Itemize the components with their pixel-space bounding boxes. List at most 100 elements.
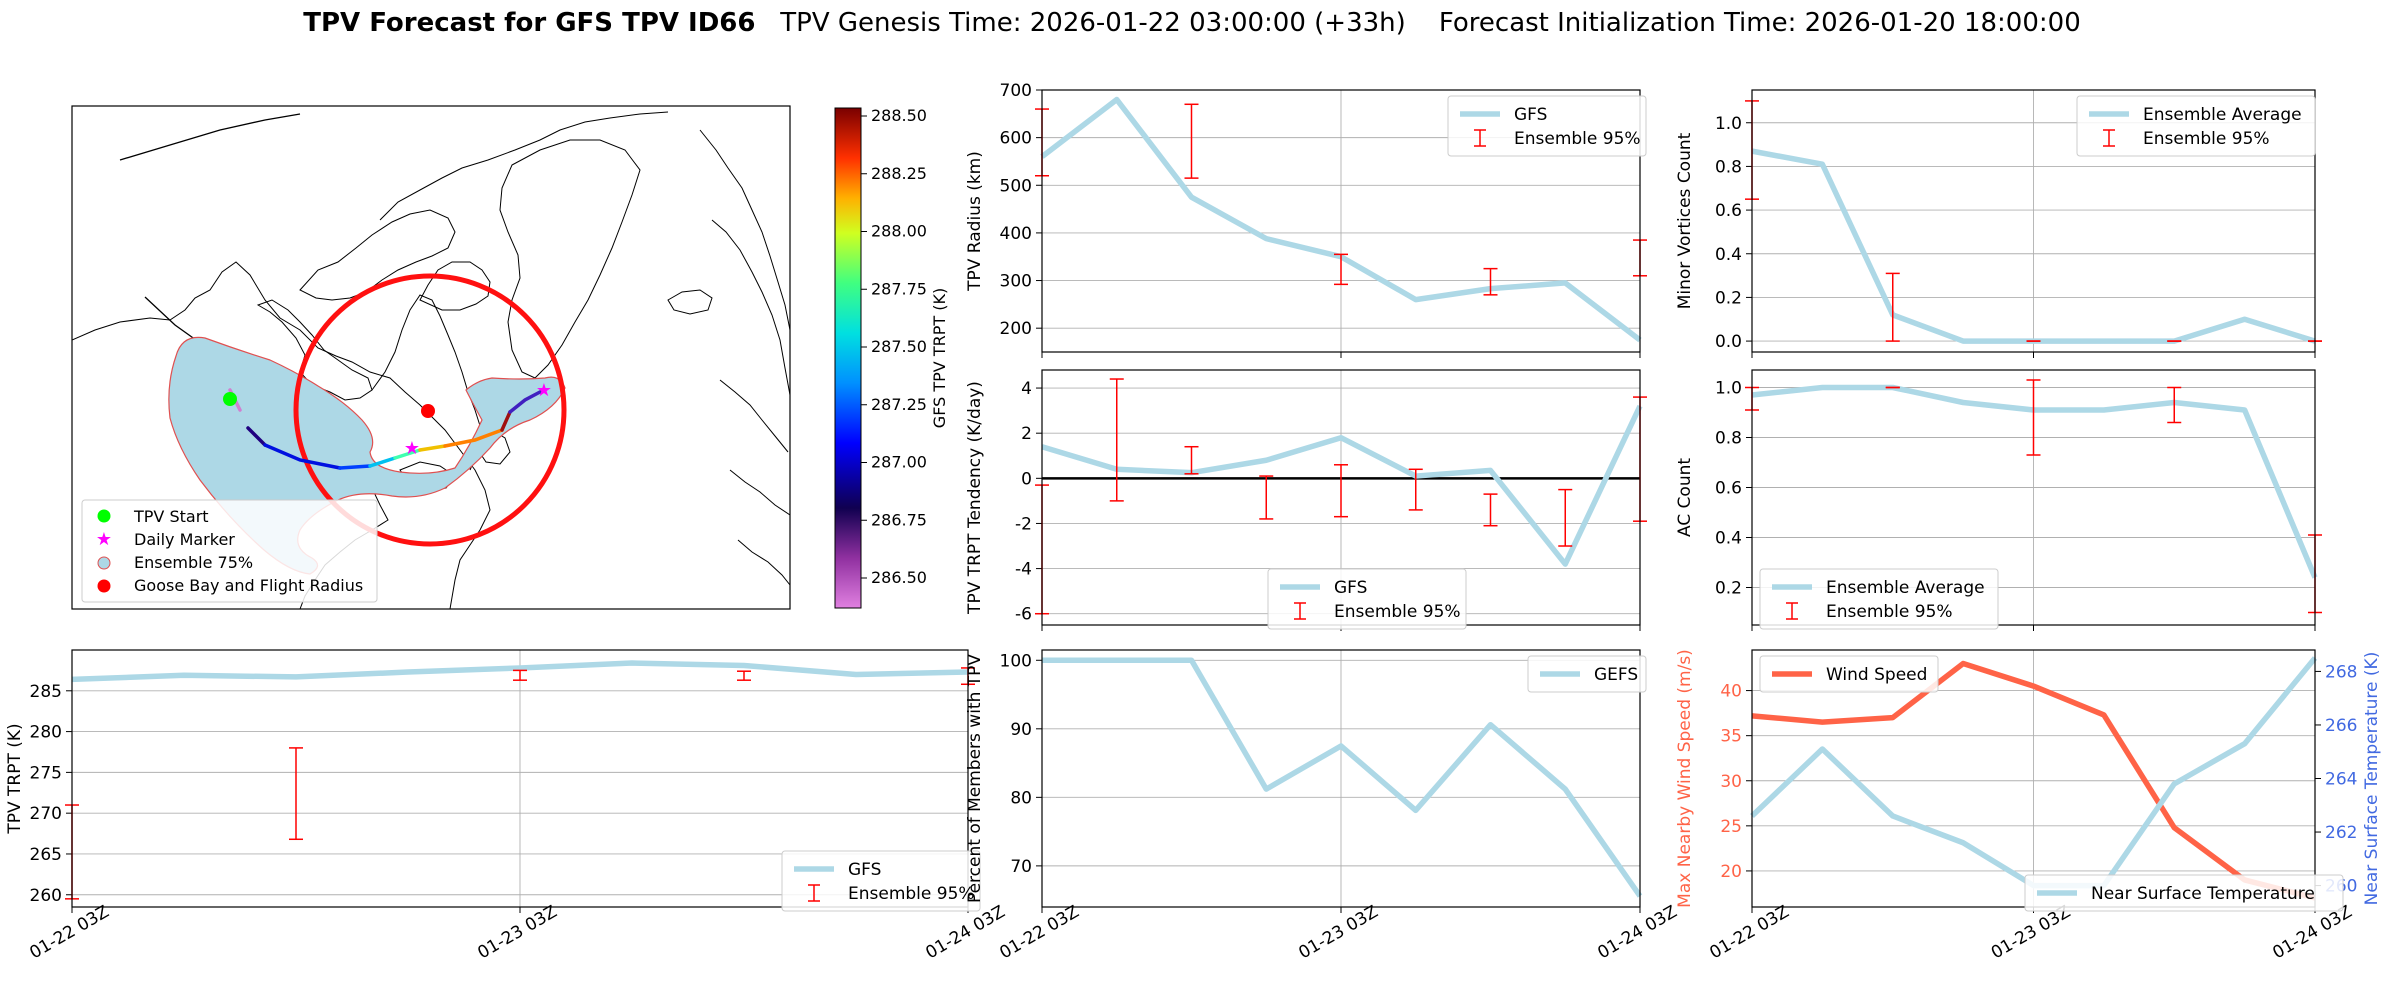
legend: GFS Ensemble 95% (1447, 95, 1647, 157)
legend: Ensemble Average Ensemble 95% (2076, 95, 2316, 157)
legend-label: GFS (1334, 578, 1367, 598)
tpv-track (228, 388, 542, 470)
legend: Wind Speed (1759, 655, 1939, 693)
ylabel: TPV Radius (km) (965, 151, 985, 292)
ytick-label: 0.2 (1715, 579, 1742, 599)
coast-north-america (72, 261, 491, 609)
plot-frame (71, 649, 969, 908)
ytick-label: 0.6 (1715, 479, 1742, 499)
plot-frame (1041, 649, 1641, 908)
ytick-label: 0.8 (1715, 429, 1742, 449)
legend-label: Ensemble Average (2143, 105, 2302, 125)
coast-labrador (371, 294, 483, 471)
colorbar-label: GFS TPV TRPT (K) (930, 288, 949, 428)
ytick-label: 90 (1010, 720, 1032, 740)
legend-start: TPV Start (133, 507, 209, 526)
ytick-label: 0.0 (1715, 332, 1742, 352)
series-line-gfs (71, 660, 969, 683)
ytick-label: 300 (1000, 272, 1032, 292)
series-line-gfs (1041, 404, 1643, 567)
ytick-label-right: 268 (2325, 662, 2357, 682)
legend-label: GFS (1514, 105, 1547, 125)
colorbar: 288.50 288.25 288.00 287.75 287.50 287.25 287.… (834, 106, 949, 609)
ytick-label: 1.0 (1715, 379, 1742, 399)
errorbar (737, 670, 751, 681)
ytick-label: 40 (1720, 682, 1742, 702)
ytick-label: 80 (1010, 788, 1032, 808)
coast-hudson-bay (256, 299, 373, 401)
ytick-label: -4 (1015, 560, 1032, 580)
polar-arc-line (119, 113, 301, 161)
coast-arctic-islands-3 (419, 261, 491, 311)
coast-greenland (499, 139, 641, 379)
series-line-wind-speed (1751, 660, 2316, 901)
errorbar (1334, 464, 1348, 518)
legend: GFS Ensemble 95% (781, 850, 981, 912)
legend-ens: Ensemble 75% (134, 553, 253, 572)
ytick-label: 400 (1000, 224, 1032, 244)
ytick-label: 200 (1000, 319, 1032, 339)
ytick-label: 700 (1000, 81, 1032, 101)
legend-label: Ensemble 95% (1334, 602, 1461, 622)
tpv-start-marker (223, 392, 237, 406)
ytick-label: 4 (1021, 379, 1032, 399)
legend: Ensemble Average Ensemble 95% (1759, 568, 1999, 630)
ylabel: AC Count (1675, 458, 1695, 537)
figure-title: TPV Forecast for GFS TPV ID66 TPV Genesi… (0, 8, 2384, 38)
ytick-label-right: 264 (2325, 770, 2357, 790)
chart-radius: 200 300 400 500 600 700 TPV Radius (km) GFS Ense… (965, 81, 1647, 358)
errorbar (1885, 272, 1900, 342)
colorbar-tick-label: 287.75 (871, 279, 927, 298)
ytick-label: 265 (30, 845, 62, 865)
legend-label: Near Surface Temperature (2091, 884, 2315, 904)
legend: GFS Ensemble 95% (1267, 568, 1467, 630)
daily-marker-2: ★ (536, 380, 552, 401)
legend-label: Ensemble 95% (848, 884, 975, 904)
legend-label: Ensemble 95% (2143, 129, 2270, 149)
map-legend: TPV Start ★ Daily Marker Ensemble 75% Go… (81, 499, 378, 603)
daily-marker-1: ★ (404, 438, 420, 459)
coast-iceland (667, 289, 713, 315)
ylabel: TPV TRPT (K) (5, 723, 25, 834)
title-genesis: TPV Genesis Time: 2026-01-22 03:00:00 (+… (780, 8, 1406, 38)
coast-europe (699, 129, 790, 586)
ytick-label: 2 (1021, 424, 1032, 444)
legend-label: Ensemble Average (1826, 578, 1985, 598)
chart-tendency: -6 -4 -2 0 2 4 TPV TRPT Tendency (K/day) GFS Ens… (965, 369, 1647, 631)
errorbar (1483, 493, 1498, 527)
ylabel: Max Nearby Wind Speed (m/s) (1675, 649, 1695, 908)
legend-ens-icon (97, 556, 111, 570)
ytick-label-right: 266 (2325, 716, 2357, 736)
legend-goose: Goose Bay and Flight Radius (134, 576, 363, 595)
legend-label: Wind Speed (1826, 665, 1927, 685)
legend-star-icon: ★ (96, 529, 112, 550)
ytick-label: 0 (1021, 469, 1032, 489)
ylabel: Percent of Members with TPV (965, 654, 985, 903)
xtick-label: 01-22 03Z (26, 902, 112, 963)
map-panel: ★ ★ TPV Start ★ Daily Marker Ensemble 75… (71, 105, 949, 610)
errorbar (1483, 267, 1498, 296)
ytick-label: -6 (1015, 605, 1032, 625)
ytick-label: 270 (30, 804, 62, 824)
errorbar (2167, 386, 2182, 424)
xtick-label: 01-24 03Z (1594, 902, 1680, 963)
plot-frame (1751, 369, 2316, 626)
errorbar (1109, 378, 1124, 502)
ytick-label-right: 262 (2325, 823, 2357, 843)
plot-frame (1751, 89, 2316, 353)
chart-percent: 70 80 90 100 01-22 03Z 01-23 03Z 01-24 03Z Perc… (965, 649, 1681, 963)
goose-bay-marker (421, 404, 435, 418)
legend-label: Ensemble 95% (1826, 602, 1953, 622)
ytick-label: 260 (30, 886, 62, 906)
ytick-label: 25 (1720, 817, 1742, 837)
legend-label: GFS (848, 860, 881, 880)
colorbar-tick-label: 286.75 (871, 510, 927, 529)
flight-radius-circle (293, 273, 567, 547)
ytick-label: 1.0 (1715, 114, 1742, 134)
ytick-label: 0.8 (1715, 157, 1742, 177)
colorbar-tick-label: 287.50 (871, 337, 927, 356)
title-bold: TPV Forecast for GFS TPV ID66 (303, 8, 756, 38)
ytick-label: 0.2 (1715, 288, 1742, 308)
